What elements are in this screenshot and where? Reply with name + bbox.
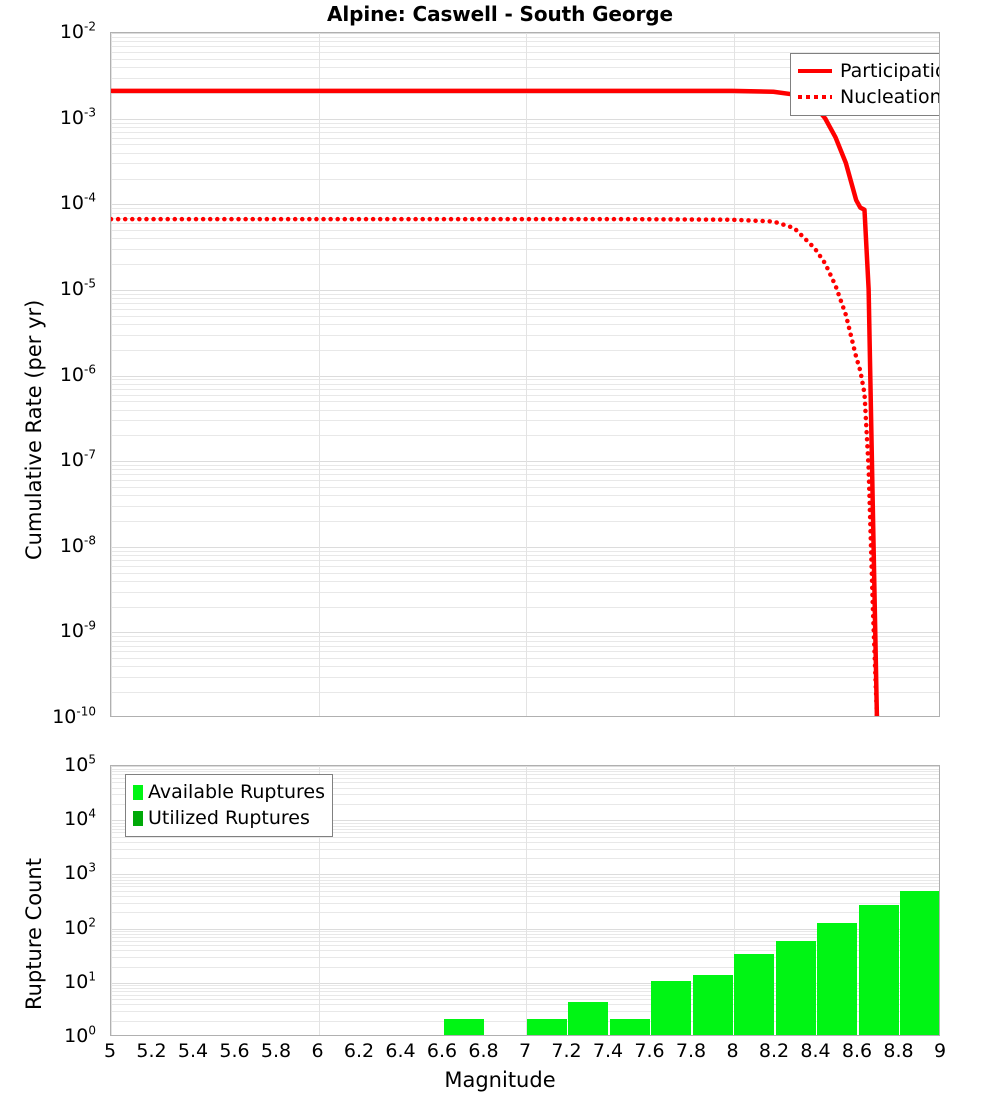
bottom-legend: Available Ruptures Utilized Ruptures <box>125 774 333 837</box>
available-color-icon <box>133 784 143 800</box>
bar-available <box>609 1018 650 1035</box>
y-tick-label: 10-7 <box>59 447 96 472</box>
x-tick-label: 8 <box>726 1040 739 1062</box>
x-tick-label: 7.4 <box>592 1040 624 1062</box>
legend-item-available-ruptures[interactable]: Available Ruptures <box>133 779 325 805</box>
rupture-count-plot: Available Ruptures Utilized Ruptures <box>110 765 940 1036</box>
bar-available <box>775 940 816 1035</box>
bar-available <box>651 980 692 1035</box>
legend-label-participation: Participation <box>840 60 939 82</box>
x-tick-label: 8.6 <box>841 1040 873 1062</box>
top-legend: Participation Nucleation <box>790 53 940 116</box>
y-tick-label: 10-8 <box>59 533 96 557</box>
x-tick-label: 7.2 <box>551 1040 582 1062</box>
x-tick-label: 8.8 <box>883 1040 914 1062</box>
x-tick-label: 7 <box>518 1040 532 1062</box>
x-tick-label: 9 <box>933 1040 947 1062</box>
y-tick-label: 10-10 <box>52 704 96 728</box>
x-tick-label: 5.6 <box>219 1040 250 1062</box>
y-tick-label: 104 <box>64 806 96 831</box>
bottom-y-tick-labels: 105 104 103 102 101 100 <box>0 754 104 1047</box>
y-tick-label: 10-6 <box>59 362 96 386</box>
y-tick-label: 102 <box>64 915 96 939</box>
dotted-line-icon <box>798 95 832 99</box>
x-tick-label: 6.8 <box>468 1040 499 1062</box>
page-title: Alpine: Caswell - South George <box>327 2 673 26</box>
bottom-y-axis-label: Rupture Count <box>22 858 46 1010</box>
bar-available <box>734 954 775 1035</box>
x-tick-label: 5.4 <box>177 1040 209 1062</box>
y-tick-label: 10-5 <box>59 276 96 300</box>
legend-item-participation[interactable]: Participation <box>798 58 939 84</box>
top-y-tick-labels: 10-2 10-3 10-4 10-5 10-6 10-7 10-8 10-9 10-10 <box>0 21 104 728</box>
x-tick-label: 7.6 <box>634 1040 665 1062</box>
y-tick-label: 105 <box>64 752 96 776</box>
legend-label-nucleation: Nucleation <box>840 86 940 108</box>
nucleation-curve <box>111 216 880 716</box>
participation-curve <box>111 88 880 716</box>
x-tick-label: 6 <box>311 1040 324 1062</box>
x-axis-label: Magnitude <box>444 1068 556 1092</box>
legend-label-available: Available Ruptures <box>148 781 325 803</box>
x-tick-label: 5.2 <box>136 1040 167 1062</box>
x-tick-label: 6.2 <box>343 1040 375 1062</box>
bar-available <box>568 1002 609 1035</box>
y-tick-label: 10-3 <box>59 105 96 129</box>
bar-available <box>692 974 733 1035</box>
x-tick-label: 8.2 <box>758 1040 790 1062</box>
bar-available <box>526 1018 567 1035</box>
x-tick-label: 5.8 <box>260 1040 292 1062</box>
y-tick-label: 100 <box>64 1023 96 1047</box>
bar-available <box>443 1018 484 1035</box>
legend-label-utilized: Utilized Ruptures <box>148 807 310 829</box>
mfd-curves <box>111 88 880 716</box>
y-tick-label: 103 <box>64 861 96 885</box>
cumulative-rate-plot: Participation Nucleation <box>110 32 940 717</box>
bar-available <box>858 905 899 1035</box>
y-tick-label: 101 <box>64 969 96 993</box>
x-tick-label: 8.4 <box>800 1040 831 1062</box>
legend-item-nucleation[interactable]: Nucleation <box>798 84 940 110</box>
x-tick-label: 7.8 <box>675 1040 707 1062</box>
solid-line-icon <box>798 69 832 73</box>
top-y-axis-label: Cumulative Rate (per yr) <box>22 299 46 560</box>
y-tick-label: 10-2 <box>59 19 96 43</box>
legend-item-utilized-ruptures[interactable]: Utilized Ruptures <box>133 805 325 831</box>
y-tick-label: 10-4 <box>59 190 96 215</box>
x-tick-label: 5 <box>103 1040 117 1062</box>
x-tick-label: 6.4 <box>385 1040 416 1062</box>
x-tick-label: 6.6 <box>426 1040 458 1062</box>
y-tick-label: 10-9 <box>59 619 96 643</box>
bar-available <box>817 923 858 1035</box>
utilized-color-icon <box>133 810 143 826</box>
bar-available <box>900 891 939 1035</box>
